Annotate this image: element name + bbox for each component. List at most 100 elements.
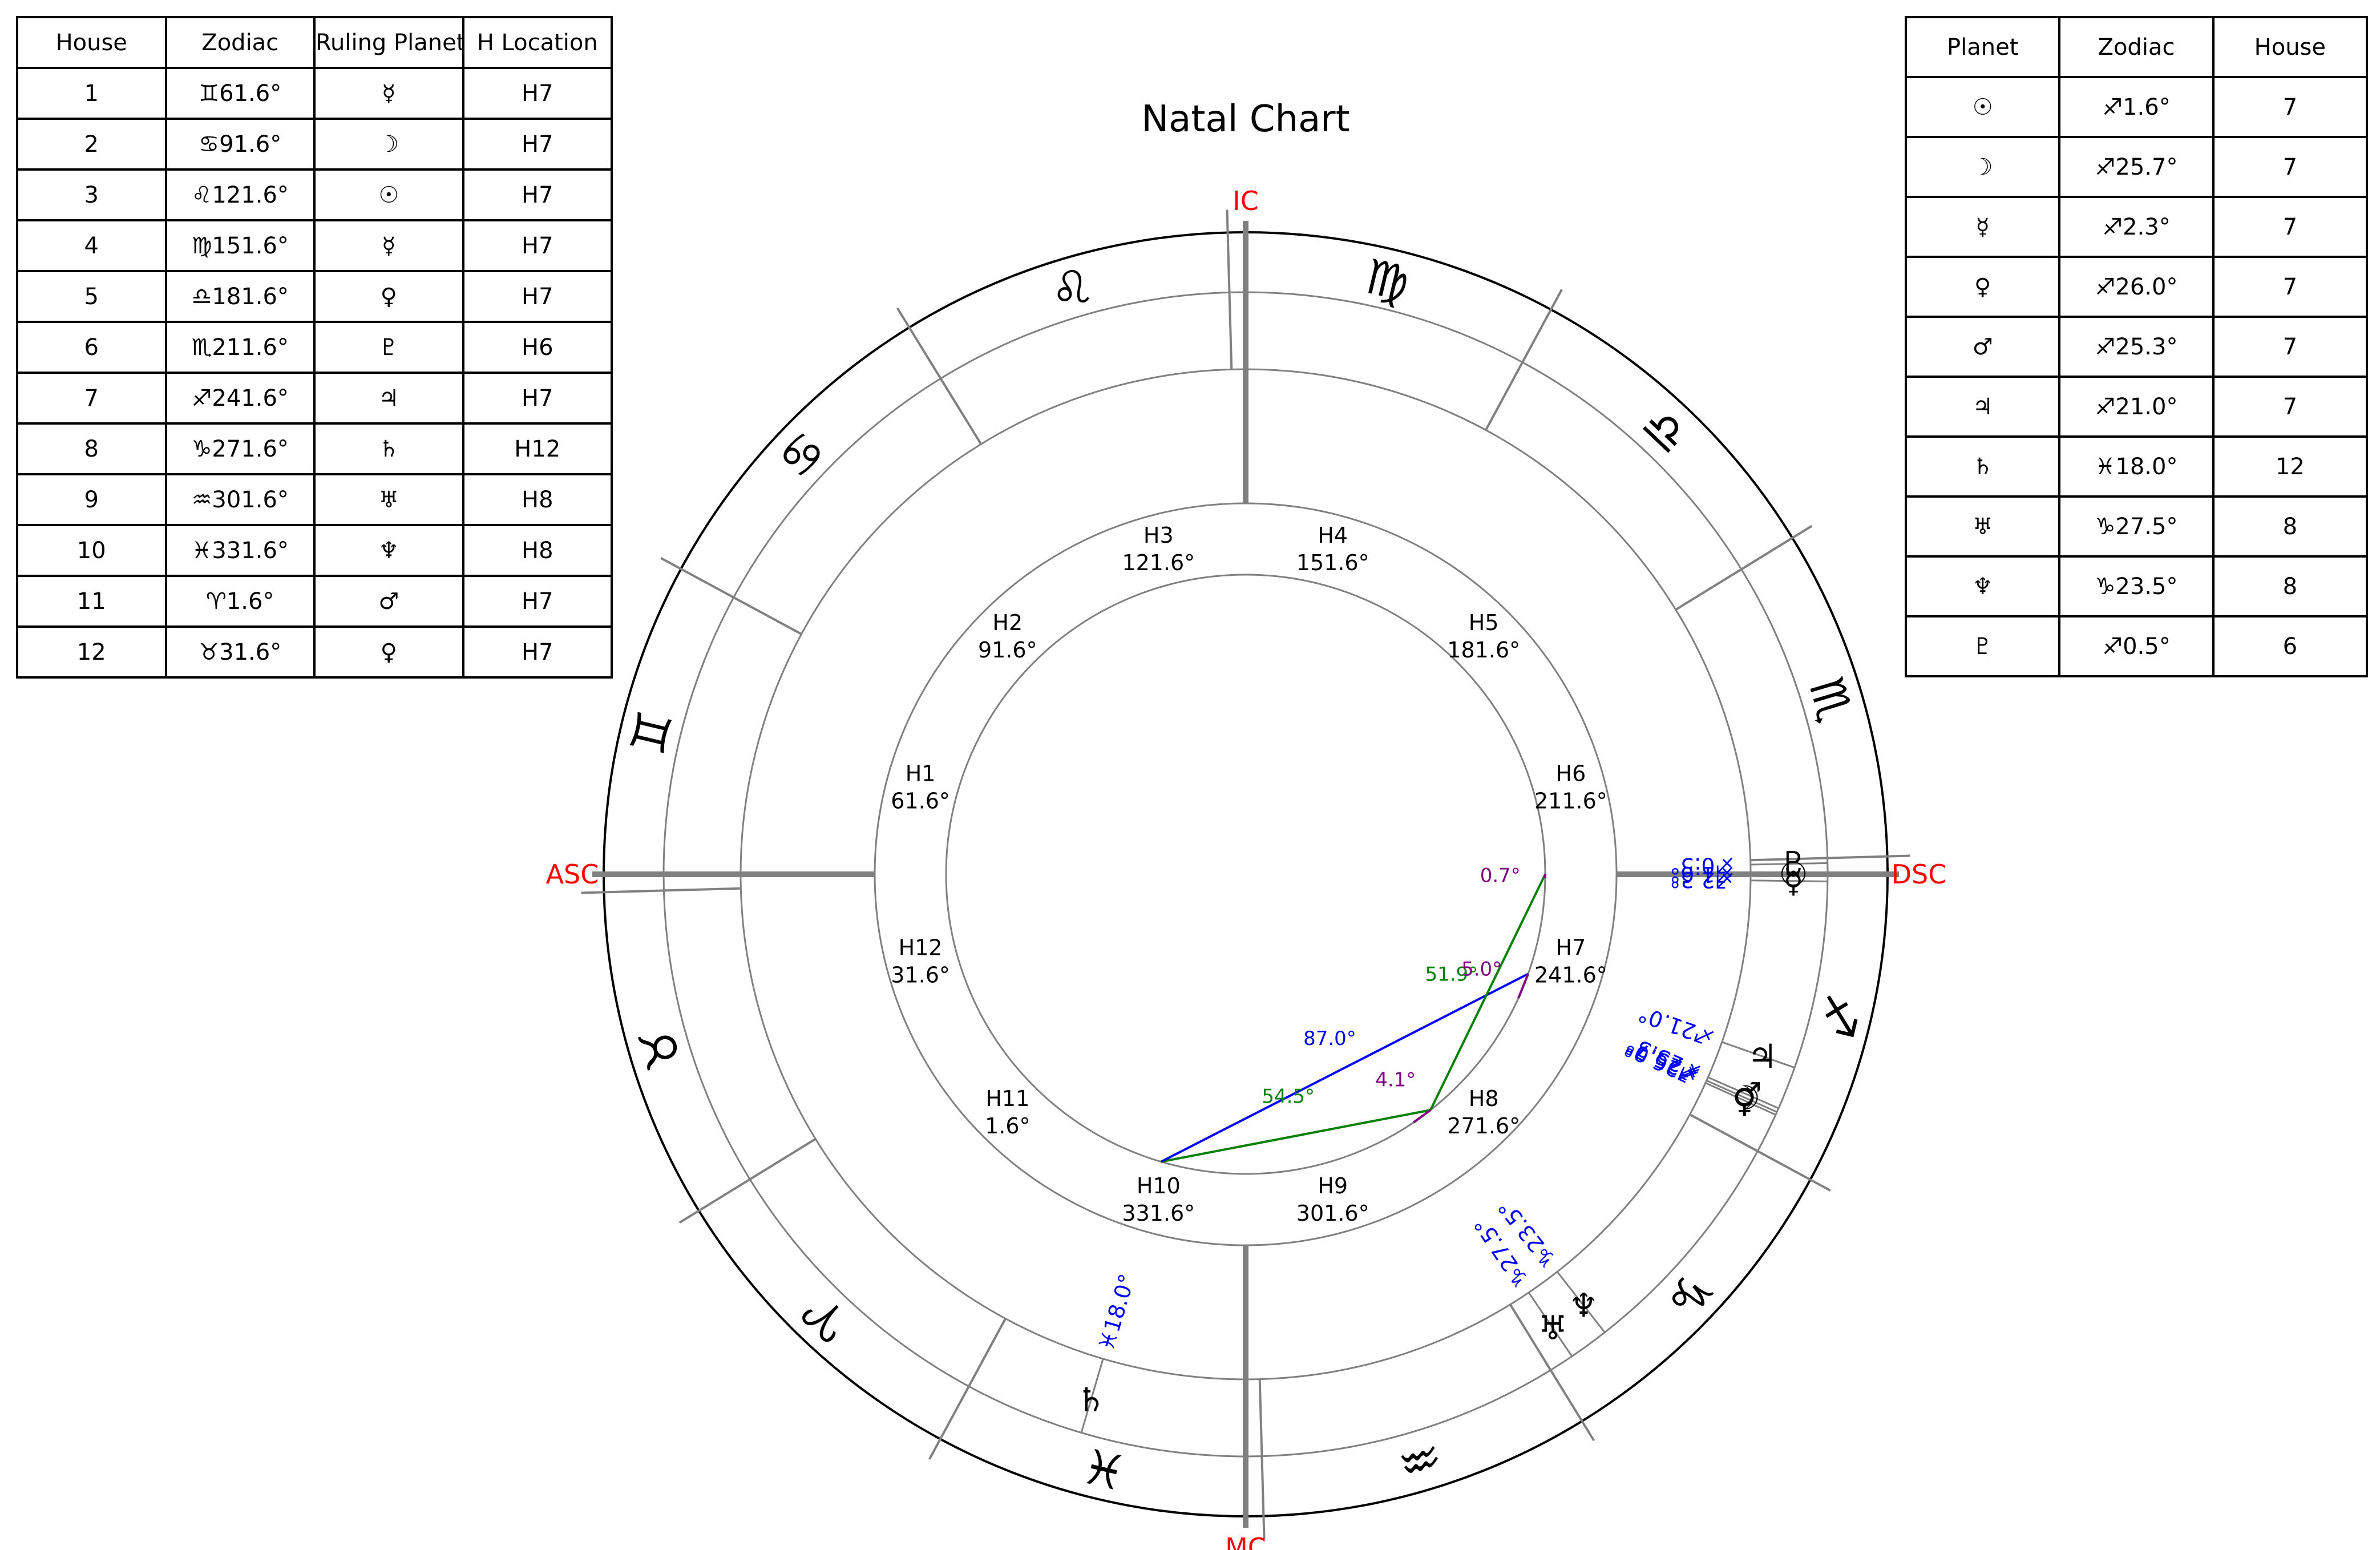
table-row: ♀ ♐26.0° 7 xyxy=(1904,256,2369,318)
angle-label: MC xyxy=(1225,1532,1266,1550)
house-location-cell: H12 xyxy=(462,422,613,475)
angle-label: IC xyxy=(1233,185,1259,216)
sign-boundary-line xyxy=(581,887,741,894)
house-degree-label: 91.6° xyxy=(978,637,1037,663)
table-row: ☿ ♐2.3° 7 xyxy=(1904,196,2369,258)
house-label: H8 xyxy=(1469,1086,1499,1111)
planet-glyph: ♅ xyxy=(1538,1309,1567,1347)
planet-degree-label: ♐0.5° xyxy=(1670,853,1735,879)
header-house: House xyxy=(16,16,167,69)
house-location-cell: H7 xyxy=(462,575,613,628)
house-number-cell: 3 xyxy=(16,168,167,221)
zodiac-sign-glyph: ♐ xyxy=(1807,988,1872,1043)
table-row: 11 ♈1.6° ♂ H7 xyxy=(16,575,613,628)
house-label: H2 xyxy=(992,610,1023,635)
planet-marker-line xyxy=(1705,1082,1776,1116)
planet-symbol-cell: ♄ xyxy=(1904,435,2061,498)
planet-glyph: ♆ xyxy=(1569,1286,1598,1325)
house-number-cell: 9 xyxy=(16,473,167,526)
zodiac-sign-glyph: ♓ xyxy=(1077,1436,1132,1500)
house-table-header-row: House Zodiac Ruling Planet H Location xyxy=(16,16,613,69)
aspect-line xyxy=(1517,973,1530,999)
zodiac-sign-glyph: ♍ xyxy=(1360,248,1415,313)
table-row: ♆ ♑23.5° 8 xyxy=(1904,555,2369,617)
planet-zodiac-cell: ♐1.6° xyxy=(2058,76,2215,138)
house-table: House Zodiac Ruling Planet H Location 1 ♊… xyxy=(16,16,613,679)
sign-boundary-line xyxy=(1675,524,1813,611)
house-location-cell: H7 xyxy=(462,372,613,425)
planet-degree-label: ♐1.6° xyxy=(1670,862,1735,887)
planet-marker-line xyxy=(1080,1358,1104,1433)
planet-symbol-cell: ☉ xyxy=(1904,76,2061,138)
house-number-cell: 6 xyxy=(16,321,167,374)
house-location-cell: H7 xyxy=(462,270,613,323)
house-zodiac-cell: ♎181.6° xyxy=(164,270,316,323)
aspect-label: 0.7° xyxy=(1480,865,1521,887)
planet-marker-line xyxy=(1707,1076,1779,1109)
aspect-label: 5.0° xyxy=(1461,958,1502,980)
house-degree-label: 241.6° xyxy=(1534,963,1607,988)
ruling-planet-cell: ☽ xyxy=(313,118,464,171)
house-degree-label: 181.6° xyxy=(1447,637,1520,663)
planet-house-cell: 7 xyxy=(2212,316,2369,378)
table-row: ♂ ♐25.3° 7 xyxy=(1904,316,2369,378)
planet-glyph: ☿ xyxy=(1783,862,1804,901)
table-row: 8 ♑271.6° ♄ H12 xyxy=(16,422,613,475)
planet-zodiac-cell: ♐2.3° xyxy=(2058,196,2215,258)
planet-glyph: ♀ xyxy=(1732,1081,1756,1120)
inner-circle xyxy=(945,574,1546,1175)
planet-ring xyxy=(740,368,1752,1381)
house-location-cell: H6 xyxy=(462,321,613,374)
angle-label: DSC xyxy=(1892,859,1947,890)
house-label: H11 xyxy=(985,1086,1029,1111)
planet-marker-line xyxy=(1528,1291,1573,1357)
house-degree-label: 301.6° xyxy=(1296,1201,1369,1226)
house-number-cell: 4 xyxy=(16,219,167,272)
planet-house-cell: 7 xyxy=(2212,136,2369,198)
planet-marker-line xyxy=(1556,1271,1606,1333)
aspect-line xyxy=(1429,874,1546,1111)
house-zodiac-cell: ♉31.6° xyxy=(164,625,316,679)
table-row: 3 ♌121.6° ☉ H7 xyxy=(16,168,613,221)
planet-symbol-cell: ☿ xyxy=(1904,196,2061,258)
zodiac-sign-glyph: ♋ xyxy=(767,420,837,490)
house-zodiac-cell: ♊61.6° xyxy=(164,67,316,120)
zodiac-sign-glyph: ♊ xyxy=(620,705,684,760)
house-zodiac-cell: ♑271.6° xyxy=(164,422,316,475)
house-number-cell: 11 xyxy=(16,575,167,628)
house-location-cell: H8 xyxy=(462,473,613,526)
planet-zodiac-cell: ♓18.0° xyxy=(2058,435,2215,498)
house-number-cell: 1 xyxy=(16,67,167,120)
zodiac-sign-glyph: ♒ xyxy=(1392,1427,1449,1492)
house-label: H5 xyxy=(1469,610,1499,635)
aspect-line xyxy=(1161,1109,1431,1163)
planet-zodiac-cell: ♐21.0° xyxy=(2058,376,2215,438)
house-degree-label: 331.6° xyxy=(1122,1201,1195,1226)
planet-house-cell: 8 xyxy=(2212,555,2369,617)
sign-boundary-line xyxy=(1750,854,1910,862)
table-row: 6 ♏211.6° ♇ H6 xyxy=(16,321,613,374)
angle-label: ASC xyxy=(546,859,599,890)
house-number-cell: 7 xyxy=(16,372,167,425)
ruling-planet-cell: ♂ xyxy=(313,575,464,628)
aspect-line xyxy=(1160,972,1529,1163)
table-row: 7 ♐241.6° ♃ H7 xyxy=(16,372,613,425)
planet-symbol-cell: ♆ xyxy=(1904,555,2061,617)
planet-glyph: ♃ xyxy=(1747,1037,1777,1076)
house-number-cell: 10 xyxy=(16,524,167,577)
house-zodiac-cell: ♏211.6° xyxy=(164,321,316,374)
planet-marker-line xyxy=(1750,862,1828,866)
house-label: H10 xyxy=(1137,1173,1181,1198)
house-label: H4 xyxy=(1318,523,1348,548)
ruling-planet-cell: ♄ xyxy=(313,422,464,475)
table-row: ♄ ♓18.0° 12 xyxy=(1904,435,2369,498)
table-row: 4 ♍151.6° ☿ H7 xyxy=(16,219,613,272)
table-row: 5 ♎181.6° ♀ H7 xyxy=(16,270,613,323)
house-degree-label: 61.6° xyxy=(891,788,950,813)
ruling-planet-cell: ♅ xyxy=(313,473,464,526)
header-zodiac: Zodiac xyxy=(164,16,316,69)
ruling-planet-cell: ♆ xyxy=(313,524,464,577)
house-degree-label: 151.6° xyxy=(1296,550,1369,575)
house-location-cell: H7 xyxy=(462,625,613,679)
house-zodiac-cell: ♒301.6° xyxy=(164,473,316,526)
